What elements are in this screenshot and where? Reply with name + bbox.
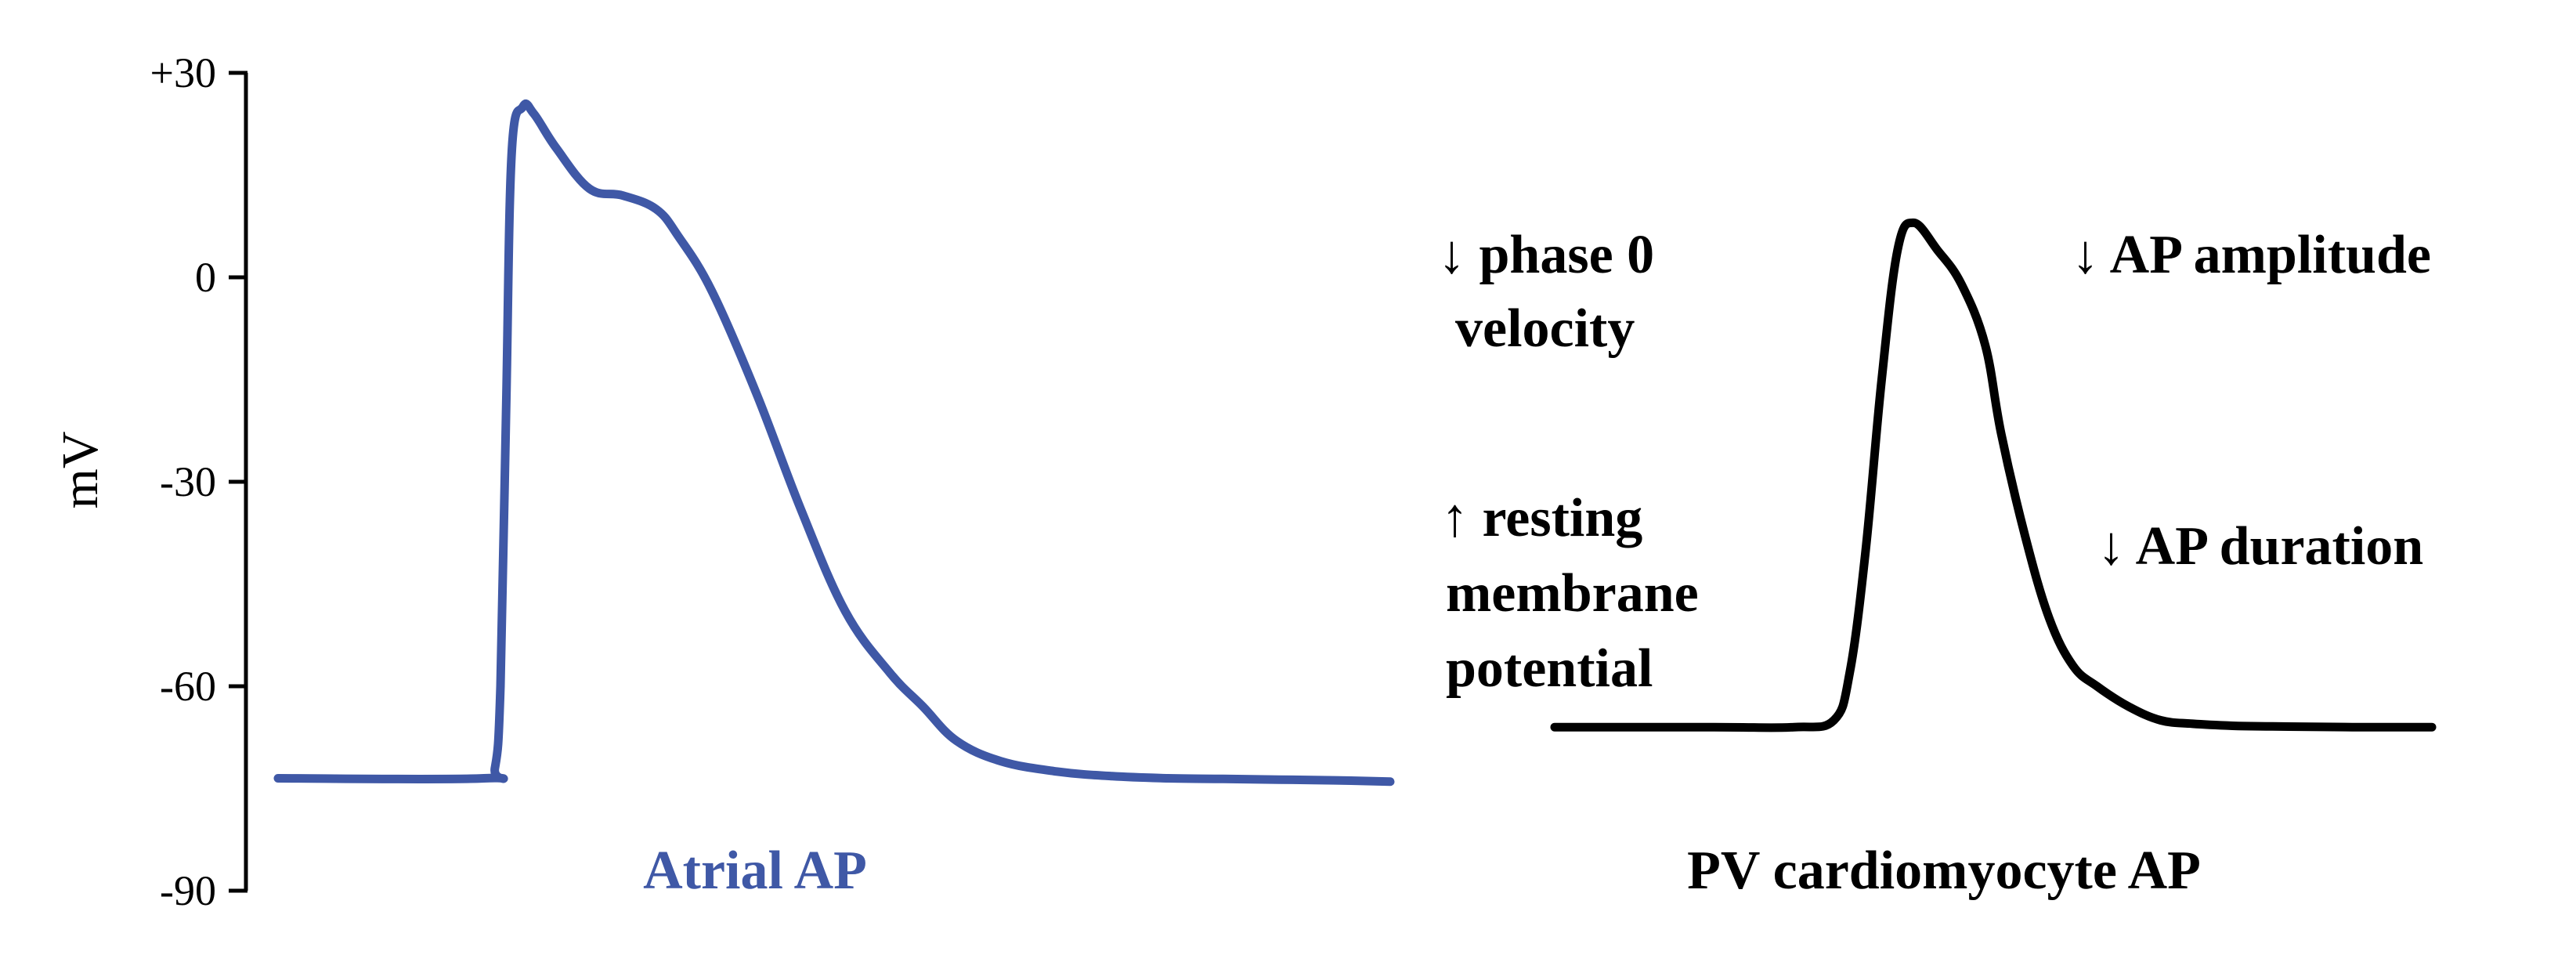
- atrial-ap-trace: [273, 99, 1395, 787]
- annotation-ap-duration: ↓ AP duration: [2097, 516, 2423, 577]
- y-axis-title: mV: [52, 432, 109, 509]
- y-tick-label: -60: [160, 663, 216, 710]
- annotation-resting-line1: ↑ resting: [1441, 488, 1642, 548]
- y-axis-ticks: [229, 71, 247, 893]
- y-tick-label: +30: [150, 49, 216, 96]
- annotation-phase0-line1: ↓ phase 0: [1438, 225, 1654, 285]
- annotation-resting-line3: potential: [1446, 638, 1653, 699]
- annotation-ap-amplitude: ↓ AP amplitude: [2072, 225, 2431, 285]
- y-tick-label: -30: [160, 458, 216, 505]
- y-tick-label: 0: [195, 254, 216, 301]
- pv-cardiomyocyte-ap-trace: [1550, 218, 2437, 732]
- y-axis-tick-labels: +30 0 -30 -60 -90: [150, 49, 216, 914]
- annotation-phase0-line2: velocity: [1455, 298, 1635, 359]
- atrial-ap-label: Atrial AP: [643, 841, 867, 901]
- y-tick-label: -90: [160, 867, 216, 914]
- pv-cardiomyocyte-ap-label: PV cardiomyocyte AP: [1687, 841, 2201, 901]
- annotation-resting-line2: membrane: [1446, 563, 1699, 624]
